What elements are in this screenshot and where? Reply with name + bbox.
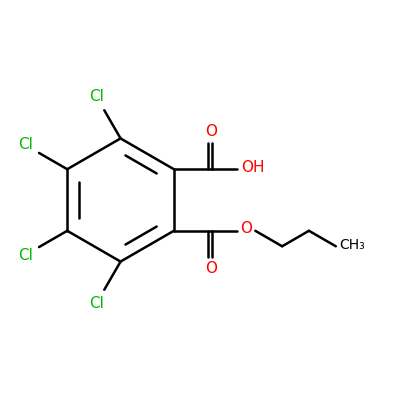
Text: Cl: Cl [18,138,33,152]
Text: Cl: Cl [18,248,33,262]
Text: O: O [206,261,218,276]
Text: Cl: Cl [89,89,104,104]
Text: O: O [206,124,218,139]
Text: CH₃: CH₃ [340,238,365,252]
Text: OH: OH [241,160,264,175]
Text: Cl: Cl [89,296,104,311]
Text: O: O [240,221,252,236]
